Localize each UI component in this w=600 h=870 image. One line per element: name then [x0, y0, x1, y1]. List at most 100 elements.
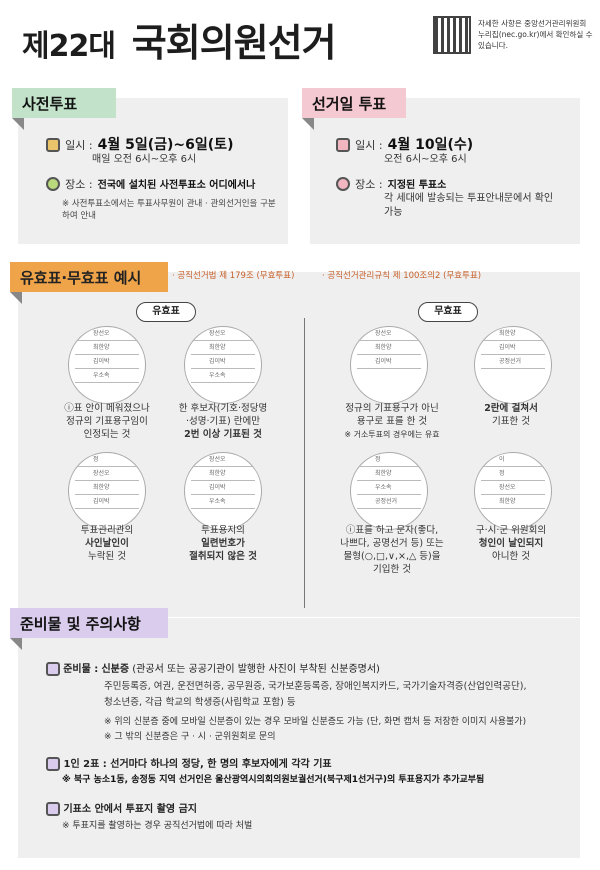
prep-id-title: 신분증 — [101, 664, 130, 675]
page-title: 제22대 국회의원선거 — [22, 12, 337, 67]
election-date-row: 일시 : 4월 10일(수) — [336, 134, 576, 154]
early-date-row: 일시 : 4월 5일(금)~6일(토) — [46, 134, 286, 154]
camera-icon — [46, 802, 60, 816]
qr-note: 자세한 사항은 중앙선거관리위원회 누리집(nec.go.kr)에서 확인하실 … — [478, 19, 593, 50]
ballot-row: 정 — [75, 453, 139, 467]
column-divider — [304, 318, 305, 608]
election-date-value: 4월 10일(수) — [387, 137, 474, 153]
caption-line: 투표관리관의 — [80, 525, 134, 536]
prep-id-desc: (관공서 또는 공공기관이 발행한 사진이 부착된 신분증명서) — [132, 664, 380, 675]
calendar-icon — [46, 137, 60, 152]
ballot-row: 정 — [481, 467, 545, 481]
invalid-caption-2: 2란에 걸쳐서 기표한 것 — [446, 402, 576, 428]
ballot-illustration: 정 최한양 우소속 공정선거 — [350, 452, 428, 530]
early-date-value: 4월 5일(금)~6일(토) — [97, 137, 234, 153]
early-note: ※ 사전투표소에서는 투표사무원이 관내 · 관외선거인을 구분하여 안내 — [62, 199, 276, 221]
caption-line: 나쁘다, 공명선거 등) 또는 — [340, 538, 444, 549]
two-votes-note: ※ 북구 농소1동, 송정동 지역 선거인은 울산광역시의회의원보궐선거(북구제… — [62, 775, 485, 785]
ballot-row: 최한양 — [357, 467, 421, 481]
caption-line: 구·시·군 위원회의 — [475, 525, 547, 536]
caption-line: 누락된 것 — [88, 551, 126, 562]
election-place-row: 장소 : 지정된 투표소 — [336, 173, 576, 193]
ballot-row: 김이박 — [357, 355, 421, 369]
ballot-row: 최한양 — [191, 341, 255, 355]
caption-line: 2란에 걸쳐서 — [484, 403, 538, 414]
validity-ref-2: · 공직선거관리규칙 제 100조의2 (무효투표) — [322, 271, 482, 281]
ballot-illustration: 장선오 최한양 김이박 우소속 — [184, 326, 262, 404]
caption-line: 투표용지의 — [201, 525, 245, 536]
ballot-row: 우소속 — [75, 369, 139, 383]
ballot-row: 김이박 — [191, 355, 255, 369]
ballot-row: 최한양 — [75, 481, 139, 495]
caption-line: 용구로 표를 한 것 — [356, 416, 428, 427]
caption-line: 인정되는 것 — [83, 429, 131, 440]
invalid-caption-4: 구·시·군 위원회의 청인이 날인되지 아니한 것 — [446, 524, 576, 563]
ballot-row: 우소속 — [191, 495, 255, 509]
photo-ban-note: ※ 투표지를 촬영하는 경우 공직선거법에 따라 처벌 — [62, 821, 253, 831]
location-pin-icon — [336, 176, 350, 191]
election-time-value: 오전 6시~오후 6시 — [384, 154, 467, 165]
caption-line: 기입한 것 — [373, 564, 411, 575]
validity-panel — [18, 272, 580, 617]
election-date-label: 일시 : — [355, 139, 383, 152]
prep-id-note-2: ※ 그 밖의 신분증은 구 · 시 · 군위원회로 문의 — [104, 732, 276, 742]
ballot-row: 최한양 — [481, 327, 545, 341]
ballot-row: 김이박 — [191, 481, 255, 495]
caption-line: 아니한 것 — [492, 551, 530, 562]
early-place-value: 전국에 설치된 사전투표소 어디에서나 — [97, 180, 256, 191]
valid-label: 유효표 — [136, 302, 196, 322]
ballot-row: 장선오 — [75, 467, 139, 481]
caption-line: 절취되지 않은 것 — [189, 551, 257, 562]
prep-tab: 준비물 및 주의사항 — [10, 608, 168, 638]
ballot-row: 장선오 — [75, 327, 139, 341]
ballot-illustration: 최한양 김이박 공정선거 — [474, 326, 552, 404]
ballot-row: 장선오 — [357, 327, 421, 341]
prep-panel — [18, 618, 580, 858]
caption-line: 물형(○,□,∨,×,△ 등)을 — [343, 551, 441, 562]
title-main: 국회의원선거 — [131, 21, 337, 65]
validity-ref-1: · 공직선거법 제 179조 (무효투표) — [172, 271, 295, 281]
ballot-row: 장선오 — [481, 481, 545, 495]
ballot-row: 최한양 — [191, 467, 255, 481]
prep-items-label: 준비물 : — [63, 664, 99, 675]
prep-id-list-2: 청소년증, 각급 학교의 학생증(사립학교 포함) 등 — [104, 697, 296, 708]
ballot-row: 우소속 — [191, 369, 255, 383]
title-prefix: 제22대 — [22, 29, 116, 64]
caption-line: ·성명·기표) 란에만 — [186, 416, 260, 427]
qr-code-icon[interactable] — [433, 16, 471, 54]
election-day-tab: 선거일 투표 — [302, 88, 406, 118]
early-voting-panel — [18, 98, 288, 244]
two-votes-row: 1인 2표 : 선거마다 하나의 정당, 한 명의 후보자에게 각각 기표 — [46, 755, 576, 771]
election-place-detail: 각 세대에 발송되는 투표안내문에서 확인 가능 — [384, 193, 554, 218]
valid-caption-1: ⓘ표 안이 메워졌으나 정규의 기표용구임이 인정되는 것 — [42, 402, 172, 441]
invalid-label: 무효표 — [418, 302, 478, 322]
ballot-illustration: 장선오 최한양 김이박 우소속 — [184, 452, 262, 530]
photo-ban-title: 기표소 안에서 투표지 촬영 금지 — [63, 804, 198, 815]
caption-line: 정규의 기표용구가 아닌 — [345, 403, 439, 414]
ballot-row: 김이박 — [75, 355, 139, 369]
photo-ban-row: 기표소 안에서 투표지 촬영 금지 — [46, 800, 576, 816]
invalid-caption-3: ⓘ표를 하고 문자(좋다, 나쁘다, 공명선거 등) 또는 물형(○,□,∨,×… — [322, 524, 462, 576]
early-place-label: 장소 : — [65, 178, 93, 191]
validity-tab: 유효표·무효표 예시 — [10, 262, 168, 292]
valid-caption-4: 투표용지의 일련번호가 절취되지 않은 것 — [158, 524, 288, 563]
early-voting-tab: 사전투표 — [12, 88, 116, 118]
invalid-caption-1: 정규의 기표용구가 아닌 용구로 표를 한 것 ※ 거소투표의 경우에는 유효 — [322, 402, 462, 441]
ballot-row: 공정선거 — [357, 495, 421, 509]
prep-items-row: 준비물 : 신분증 (관공서 또는 공공기관이 발행한 사진이 부착된 신분증명… — [46, 660, 576, 676]
ballot-row: 정 — [357, 453, 421, 467]
ballot-row: 김이박 — [75, 495, 139, 509]
caption-line: ⓘ표를 하고 문자(좋다, — [345, 525, 439, 536]
calendar-icon — [336, 137, 350, 152]
election-day-panel — [310, 98, 580, 244]
caption-line: 2번 이상 기표된 것 — [184, 429, 262, 440]
ballot-illustration: 이 정 장선오 최한양 — [474, 452, 552, 530]
early-time-value: 매일 오전 6시~오후 6시 — [92, 154, 197, 165]
ballot-illustration: 정 장선오 최한양 김이박 — [68, 452, 146, 530]
early-place-row: 장소 : 전국에 설치된 사전투표소 어디에서나 — [46, 173, 286, 193]
caption-line: 일련번호가 — [201, 538, 245, 549]
caption-line: ⓘ표 안이 메워졌으나 — [64, 403, 150, 414]
prep-id-list-1: 주민등록증, 여권, 운전면허증, 공무원증, 국가보훈등록증, 장애인복지카드… — [104, 681, 527, 692]
ballot-illustration: 장선오 최한양 김이박 — [350, 326, 428, 404]
valid-caption-3: 투표관리관의 사인날인이 누락된 것 — [42, 524, 172, 563]
